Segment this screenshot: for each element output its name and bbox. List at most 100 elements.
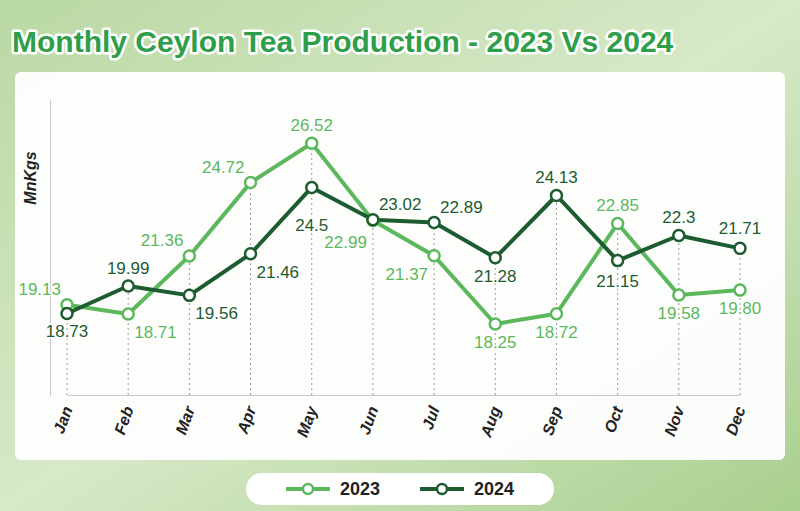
x-tick-label: Jan bbox=[50, 404, 75, 436]
data-label: 21.15 bbox=[596, 272, 639, 291]
plot-panel bbox=[15, 72, 785, 460]
data-point bbox=[735, 285, 746, 296]
background bbox=[0, 0, 800, 511]
x-tick: Sep bbox=[539, 395, 565, 438]
x-tick-label: Dec bbox=[723, 404, 749, 437]
data-point bbox=[123, 308, 134, 319]
data-label: 22.99 bbox=[324, 233, 367, 252]
data-point bbox=[612, 218, 623, 229]
grid-line bbox=[128, 286, 129, 395]
data-point bbox=[490, 318, 501, 329]
legend-item: 2024 bbox=[420, 479, 514, 499]
data-point bbox=[245, 177, 256, 188]
legend-label: 2024 bbox=[474, 479, 514, 499]
data-label: 22.3 bbox=[662, 208, 695, 227]
data-label: 18.73 bbox=[46, 322, 89, 341]
grid-line bbox=[189, 256, 190, 395]
grid-line bbox=[372, 220, 373, 395]
x-tick-label: Oct bbox=[601, 403, 626, 435]
plot-area bbox=[62, 138, 746, 395]
legend-marker bbox=[303, 484, 313, 494]
data-label: 21.37 bbox=[386, 265, 429, 284]
x-tick-label: Aug bbox=[477, 404, 504, 440]
x-tick: Apr bbox=[233, 395, 259, 437]
grid-line bbox=[556, 195, 557, 395]
data-point bbox=[429, 217, 440, 228]
x-tick: Aug bbox=[477, 395, 504, 440]
y-axis bbox=[50, 101, 51, 396]
title: Monthly Ceylon Tea Production - 2023 Vs … bbox=[12, 25, 674, 58]
chart-svg: Monthly Ceylon Tea Production - 2023 Vs … bbox=[0, 0, 800, 511]
x-tick: Jan bbox=[50, 395, 75, 436]
data-label: 18.71 bbox=[134, 323, 177, 342]
grid-line bbox=[250, 183, 251, 395]
data-label: 19.80 bbox=[719, 299, 762, 318]
data-point bbox=[123, 280, 134, 291]
x-tick: May bbox=[294, 395, 321, 439]
y-axis-line bbox=[50, 101, 51, 396]
x-tick: Mar bbox=[172, 395, 198, 437]
data-point bbox=[490, 252, 501, 263]
chart-container: Monthly Ceylon Tea Production - 2023 Vs … bbox=[0, 0, 800, 511]
data-label: 18.25 bbox=[474, 333, 517, 352]
data-label: 24.72 bbox=[202, 158, 245, 177]
x-tick-label: Nov bbox=[661, 403, 688, 438]
x-tick-label: Apr bbox=[233, 403, 259, 436]
grid-line bbox=[617, 223, 618, 395]
data-labels: 19.13 18.71 21.36 24.72 26.52 22.99 21.37 18.25… bbox=[18, 116, 761, 352]
data-point bbox=[673, 289, 684, 300]
data-point bbox=[612, 255, 623, 266]
data-point bbox=[735, 243, 746, 254]
x-axis: Jan Feb Mar Apr May Jun Jul Aug Sep Oct Nov Dec bbox=[50, 395, 748, 440]
y-axis-title: MnKgs bbox=[22, 151, 39, 204]
data-point bbox=[367, 214, 378, 225]
legend: 2023 2024 bbox=[246, 473, 554, 505]
legend-marker bbox=[437, 484, 447, 494]
x-axis-line bbox=[68, 395, 741, 396]
data-point bbox=[306, 182, 317, 193]
series-line bbox=[67, 187, 740, 313]
data-label: 21.46 bbox=[257, 263, 300, 282]
x-tick: Jul bbox=[419, 395, 443, 432]
x-tick-label: Jul bbox=[419, 404, 443, 432]
data-label: 19.13 bbox=[18, 280, 61, 299]
data-label: 18.72 bbox=[535, 323, 578, 342]
data-label: 23.02 bbox=[379, 195, 422, 214]
x-tick-label: Mar bbox=[172, 403, 198, 436]
data-label: 21.71 bbox=[719, 219, 762, 238]
data-label: 24.13 bbox=[535, 168, 578, 187]
x-tick-label: Feb bbox=[111, 404, 137, 437]
data-label: 19.99 bbox=[107, 259, 150, 278]
data-point bbox=[673, 230, 684, 241]
data-label: 19.56 bbox=[195, 304, 238, 323]
data-point bbox=[184, 251, 195, 262]
x-tick-label: Sep bbox=[539, 404, 565, 438]
x-tick-label: May bbox=[294, 403, 321, 439]
legend-box bbox=[246, 473, 554, 505]
data-point bbox=[62, 308, 73, 319]
data-label: 26.52 bbox=[290, 116, 333, 135]
data-label: 24.5 bbox=[295, 216, 328, 235]
data-label: 22.89 bbox=[440, 198, 483, 217]
data-point bbox=[551, 190, 562, 201]
data-point bbox=[306, 138, 317, 149]
data-label: 22.85 bbox=[596, 196, 639, 215]
data-point bbox=[184, 290, 195, 301]
legend-item: 2023 bbox=[286, 479, 380, 499]
data-point bbox=[245, 248, 256, 259]
data-label: 21.28 bbox=[474, 267, 517, 286]
grid-line bbox=[434, 223, 435, 395]
x-tick-label: Jun bbox=[356, 404, 382, 437]
data-point bbox=[367, 215, 378, 226]
legend-label: 2023 bbox=[340, 479, 380, 499]
x-tick: Jun bbox=[356, 395, 382, 437]
x-tick: Feb bbox=[111, 395, 137, 437]
data-label: 21.36 bbox=[141, 231, 184, 250]
series-line bbox=[67, 143, 740, 324]
x-tick: Oct bbox=[601, 395, 626, 435]
x-tick: Nov bbox=[661, 395, 688, 438]
data-point bbox=[429, 250, 440, 261]
grid-line bbox=[740, 248, 741, 395]
x-tick: Dec bbox=[723, 395, 749, 438]
data-label: 19.58 bbox=[658, 304, 701, 323]
